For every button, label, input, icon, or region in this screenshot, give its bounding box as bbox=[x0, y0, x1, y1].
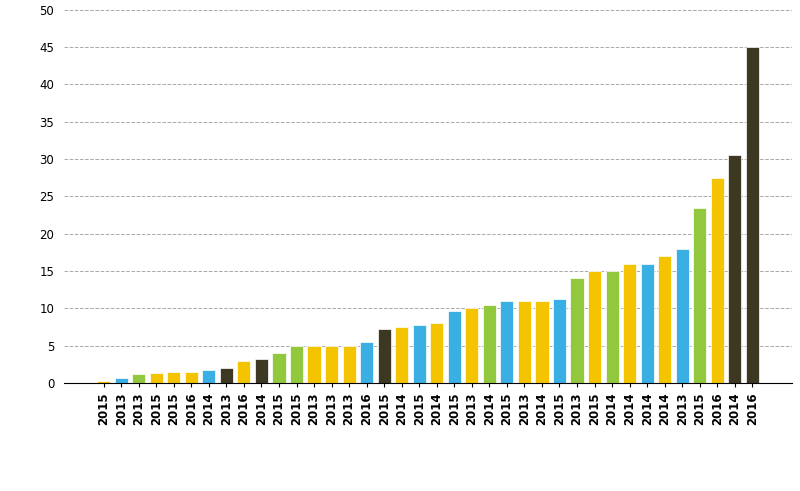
Bar bbox=[518, 301, 531, 383]
Bar bbox=[588, 271, 601, 383]
Bar bbox=[676, 248, 689, 383]
Bar bbox=[623, 264, 636, 383]
Bar bbox=[482, 304, 496, 383]
Bar bbox=[273, 353, 286, 383]
Bar bbox=[466, 308, 478, 383]
Bar bbox=[325, 346, 338, 383]
Bar bbox=[255, 359, 268, 383]
Bar bbox=[342, 346, 356, 383]
Bar bbox=[238, 360, 250, 383]
Bar bbox=[448, 311, 461, 383]
Bar bbox=[641, 264, 654, 383]
Bar bbox=[220, 368, 233, 383]
Bar bbox=[728, 155, 742, 383]
Bar bbox=[114, 378, 128, 383]
Bar bbox=[97, 381, 110, 383]
Bar bbox=[360, 342, 374, 383]
Bar bbox=[746, 47, 759, 383]
Bar bbox=[202, 370, 215, 383]
Bar bbox=[150, 373, 163, 383]
Bar bbox=[413, 325, 426, 383]
Bar bbox=[606, 271, 618, 383]
Bar bbox=[693, 208, 706, 383]
Bar bbox=[430, 323, 443, 383]
Bar bbox=[553, 300, 566, 383]
Bar bbox=[500, 301, 514, 383]
Bar bbox=[570, 278, 583, 383]
Bar bbox=[290, 346, 303, 383]
Bar bbox=[307, 346, 321, 383]
Bar bbox=[378, 329, 390, 383]
Bar bbox=[395, 327, 408, 383]
Bar bbox=[185, 372, 198, 383]
Bar bbox=[710, 178, 724, 383]
Bar bbox=[535, 301, 549, 383]
Bar bbox=[658, 256, 671, 383]
Bar bbox=[132, 374, 146, 383]
Bar bbox=[167, 372, 180, 383]
